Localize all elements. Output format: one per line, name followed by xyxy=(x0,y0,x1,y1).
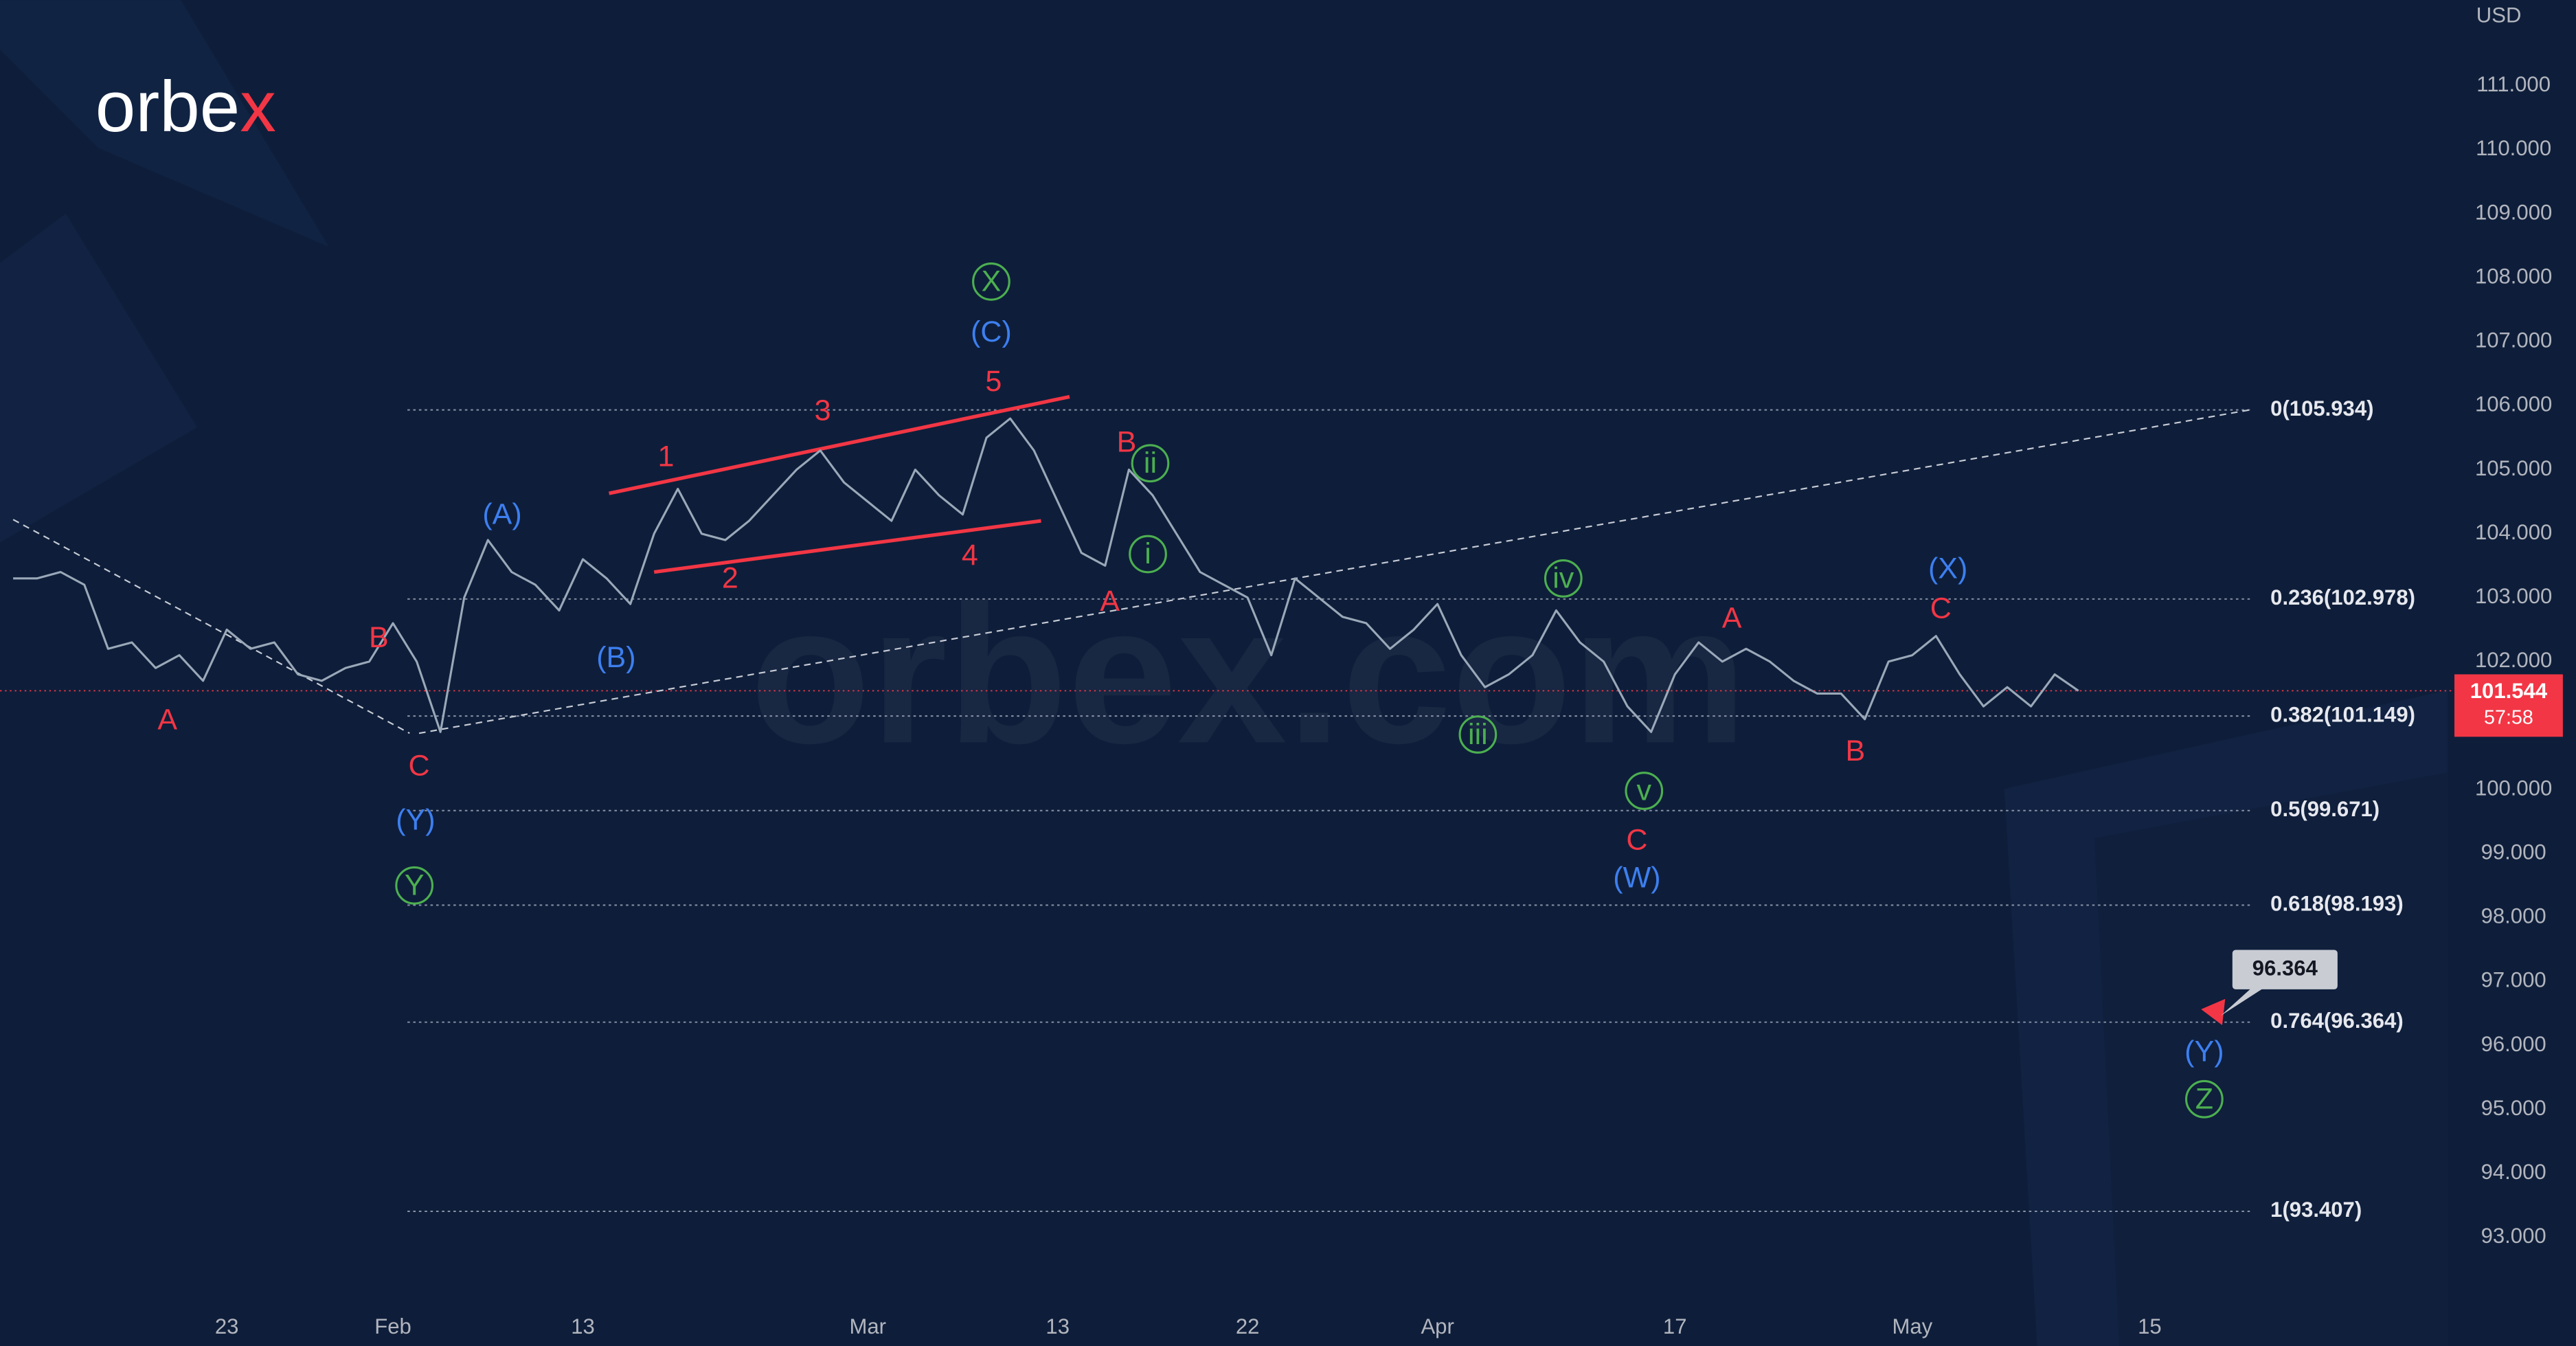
wave-label: 4 xyxy=(962,539,978,572)
y-tick-label: 93.000 xyxy=(2481,1224,2546,1248)
y-tick-label: 105.000 xyxy=(2475,456,2552,480)
y-tick-label: 97.000 xyxy=(2481,968,2546,992)
wave-label: 3 xyxy=(815,394,831,427)
wave-label: B xyxy=(1846,734,1866,767)
y-tick-label: 111.000 xyxy=(2476,72,2551,96)
y-tick-label: 94.000 xyxy=(2481,1160,2546,1184)
wave-label: X xyxy=(982,265,1002,298)
x-tick-label: 13 xyxy=(1046,1314,1070,1338)
wave-label: 5 xyxy=(985,365,1002,398)
price-tag-countdown: 57:58 xyxy=(2484,707,2533,729)
wave-label: C xyxy=(1626,823,1647,856)
y-tick-label: 100.000 xyxy=(2475,776,2552,800)
fib-label: 0.764(96.364) xyxy=(2270,1009,2404,1033)
x-tick-label: 22 xyxy=(1236,1314,1260,1338)
plot: 111.000 110.000 109.000 108.000 107.000 106.0… xyxy=(0,72,2563,1338)
fib-label: 0.5(99.671) xyxy=(2270,797,2380,821)
wave-label: (Y) xyxy=(396,804,435,837)
trend-line xyxy=(653,519,1041,574)
x-tick-label: May xyxy=(1892,1314,1932,1338)
wave-label: (C) xyxy=(971,315,1012,348)
y-tick-label: 108.000 xyxy=(2475,264,2552,288)
target-box xyxy=(2232,950,2338,989)
wave-label: B xyxy=(1117,425,1137,458)
y-tick-label: 95.000 xyxy=(2481,1096,2546,1120)
x-tick-label: Apr xyxy=(1421,1314,1454,1338)
y-tick-label: 103.000 xyxy=(2475,584,2552,608)
wave-circle xyxy=(972,262,1010,301)
y-tick-label: 99.000 xyxy=(2481,840,2546,864)
fib-label: 0.382(101.149) xyxy=(2270,702,2415,726)
wave-label: (Y) xyxy=(2184,1035,2224,1068)
wave-label: (A) xyxy=(482,498,521,531)
wave-circle xyxy=(1131,444,1170,483)
y-tick-label: 107.000 xyxy=(2475,328,2552,352)
logo-accent: x xyxy=(240,67,276,147)
wave-label: (W) xyxy=(1613,861,1660,894)
x-tick-label: 23 xyxy=(215,1314,239,1338)
price-tag xyxy=(2454,674,2563,737)
y-tick-label: 102.000 xyxy=(2475,648,2552,672)
logo-text: orbe xyxy=(95,67,240,147)
currency: USD xyxy=(2476,3,2522,27)
wave-label: A xyxy=(1722,601,1742,634)
wave-label: C xyxy=(409,749,430,782)
trend-line xyxy=(12,519,410,734)
wave-label: (X) xyxy=(1928,552,1967,585)
wave-label: Z xyxy=(2195,1083,2213,1116)
y-tick-label: 110.000 xyxy=(2476,136,2551,160)
price-tag-value: 101.544 xyxy=(2470,679,2548,703)
y-tick-label: 104.000 xyxy=(2475,520,2552,544)
wave-label: 1 xyxy=(658,440,675,473)
price-line xyxy=(13,417,2079,733)
wave-label: A xyxy=(157,703,177,736)
wave-label: iii xyxy=(1468,718,1488,751)
wave-label: C xyxy=(1930,592,1952,625)
wave-circle xyxy=(1458,715,1498,754)
wave-circle xyxy=(1544,559,1583,598)
watermark: orbex.com xyxy=(750,563,1747,784)
wave-label: A xyxy=(1100,585,1120,618)
wave-label: iv xyxy=(1552,562,1574,595)
wave-circle xyxy=(1129,535,1167,574)
x-tick-label: 17 xyxy=(1663,1314,1687,1338)
wave-label: 2 xyxy=(722,562,738,595)
trend-line xyxy=(609,394,1070,495)
wave-label: Y xyxy=(405,869,425,902)
x-tick-label: Mar xyxy=(849,1314,886,1338)
bg-shape xyxy=(0,214,197,543)
bg-shape xyxy=(2094,772,2448,1346)
y-tick-label: 96.000 xyxy=(2481,1032,2546,1056)
x-tick-label: 15 xyxy=(2138,1314,2162,1338)
wave-label: (B) xyxy=(596,641,635,674)
fib-label: 0(105.934) xyxy=(2270,396,2373,420)
x-tick-label: Feb xyxy=(374,1314,411,1338)
wave-circle xyxy=(1625,772,1664,810)
fib-label: 0.236(102.978) xyxy=(2270,585,2415,609)
y-tick-label: 106.000 xyxy=(2475,392,2552,416)
bg-shape xyxy=(0,0,329,247)
wave-label: v xyxy=(1637,774,1652,807)
wave-label: B xyxy=(369,621,389,654)
wave-circle xyxy=(395,866,434,905)
wave-circle xyxy=(2185,1079,2224,1119)
wave-label: i xyxy=(1144,537,1151,570)
wave-label: ii xyxy=(1144,447,1157,480)
y-tick-label: 98.000 xyxy=(2481,904,2546,928)
logo: orbex xyxy=(95,67,276,147)
target-label: 96.364 xyxy=(2252,956,2318,980)
fib-label: 0.618(98.193) xyxy=(2270,892,2404,916)
fib-label: 1(93.407) xyxy=(2270,1198,2362,1222)
y-tick-label: 109.000 xyxy=(2475,200,2552,224)
x-tick-label: 13 xyxy=(571,1314,595,1338)
